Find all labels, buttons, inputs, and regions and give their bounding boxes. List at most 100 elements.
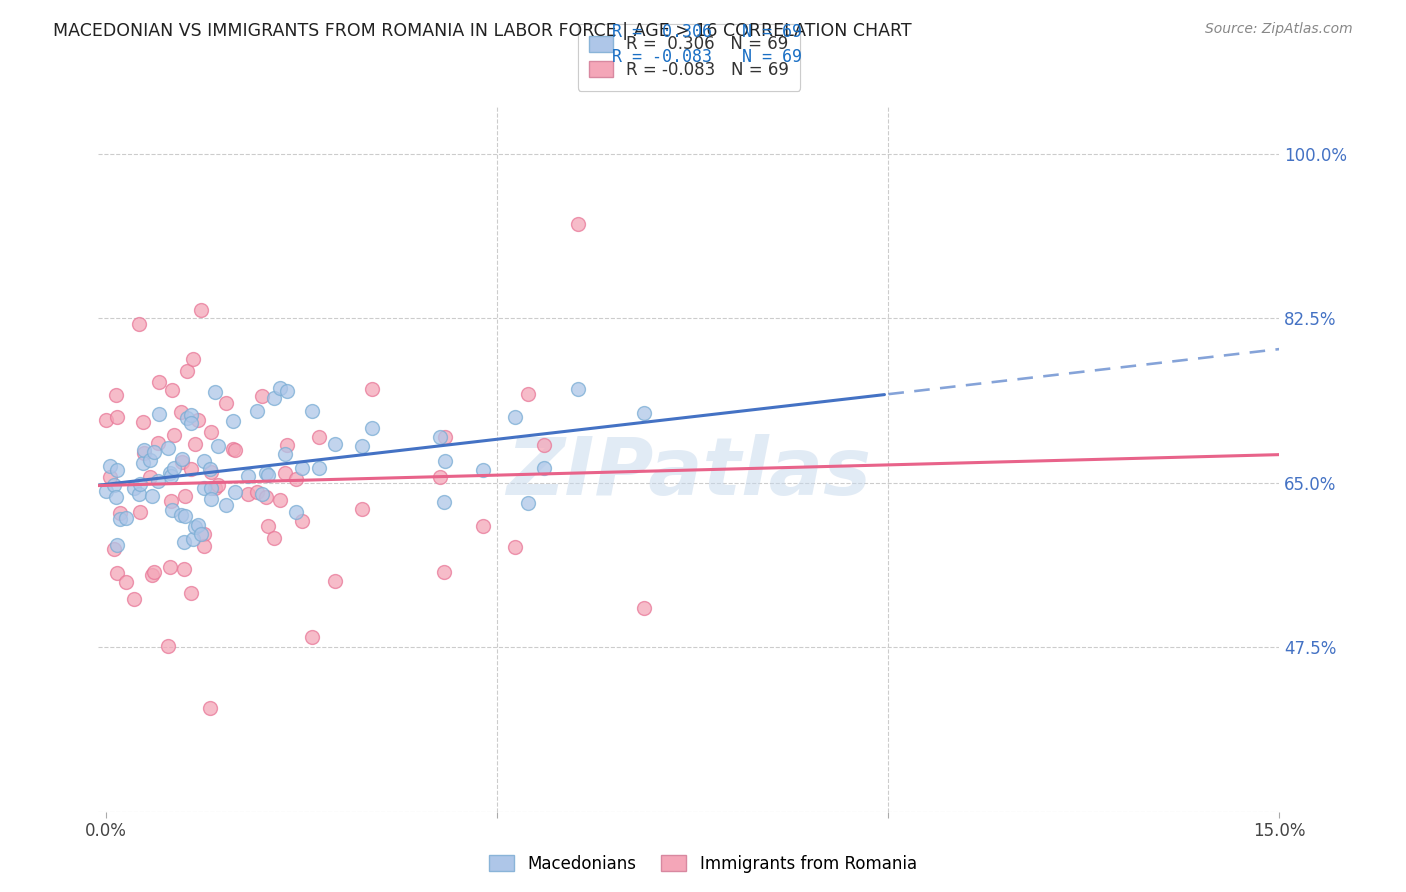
- Point: [132, 442, 155, 457]
- Point: [263, 391, 285, 405]
- Point: [503, 410, 526, 425]
- Point: [105, 410, 128, 425]
- Point: [173, 534, 195, 549]
- Point: [517, 387, 540, 401]
- Point: [108, 512, 131, 526]
- Point: [173, 489, 195, 503]
- Point: [200, 462, 222, 476]
- Point: [159, 466, 181, 480]
- Point: [173, 508, 195, 523]
- Point: [433, 565, 456, 579]
- Point: [176, 364, 198, 378]
- Point: [429, 430, 451, 444]
- Point: [108, 506, 131, 520]
- Point: [325, 574, 347, 589]
- Point: [132, 415, 155, 429]
- Point: [193, 526, 215, 541]
- Point: [263, 532, 285, 546]
- Point: [180, 408, 202, 422]
- Point: [360, 421, 382, 435]
- Point: [143, 445, 166, 459]
- Point: [433, 454, 456, 468]
- Point: [139, 469, 162, 483]
- Point: [204, 481, 226, 495]
- Point: [257, 468, 280, 483]
- Point: [115, 574, 138, 589]
- Point: [533, 438, 555, 452]
- Point: [285, 472, 308, 486]
- Point: [160, 469, 183, 483]
- Point: [433, 430, 456, 444]
- Point: [352, 439, 374, 453]
- Point: [181, 532, 204, 546]
- Text: R = -0.083   N = 69: R = -0.083 N = 69: [612, 48, 801, 66]
- Point: [472, 463, 495, 477]
- Point: [170, 508, 193, 522]
- Point: [193, 539, 215, 553]
- Point: [181, 351, 204, 366]
- Point: [176, 411, 198, 425]
- Legend: R =  0.306   N = 69, R = -0.083   N = 69: R = 0.306 N = 69, R = -0.083 N = 69: [578, 24, 800, 91]
- Point: [254, 490, 277, 504]
- Point: [360, 382, 382, 396]
- Point: [139, 452, 162, 467]
- Point: [633, 407, 655, 421]
- Point: [200, 481, 222, 495]
- Point: [156, 441, 179, 455]
- Point: [204, 384, 226, 399]
- Point: [567, 382, 589, 396]
- Point: [160, 503, 183, 517]
- Point: [246, 485, 269, 500]
- Point: [285, 505, 308, 519]
- Point: [98, 459, 121, 474]
- Point: [215, 498, 238, 512]
- Point: [224, 484, 246, 499]
- Point: [301, 404, 323, 418]
- Point: [180, 586, 202, 600]
- Point: [533, 460, 555, 475]
- Point: [633, 600, 655, 615]
- Point: [276, 384, 298, 398]
- Point: [200, 491, 222, 506]
- Point: [148, 375, 170, 389]
- Point: [160, 494, 183, 508]
- Point: [269, 493, 291, 508]
- Legend: Macedonians, Immigrants from Romania: Macedonians, Immigrants from Romania: [482, 848, 924, 880]
- Point: [173, 561, 195, 575]
- Point: [193, 454, 215, 468]
- Point: [193, 481, 215, 495]
- Point: [96, 484, 118, 499]
- Point: [215, 396, 238, 410]
- Point: [132, 446, 155, 460]
- Point: [291, 514, 314, 528]
- Point: [180, 416, 202, 430]
- Point: [221, 442, 243, 457]
- Point: [250, 486, 273, 500]
- Point: [187, 518, 209, 533]
- Point: [103, 541, 125, 556]
- Point: [170, 404, 193, 418]
- Point: [159, 559, 181, 574]
- Point: [308, 430, 330, 444]
- Text: R =  0.306   N = 69: R = 0.306 N = 69: [612, 23, 801, 41]
- Point: [98, 470, 121, 484]
- Point: [236, 487, 259, 501]
- Point: [96, 413, 118, 427]
- Point: [122, 591, 145, 606]
- Point: [187, 413, 209, 427]
- Point: [274, 447, 297, 461]
- Text: MACEDONIAN VS IMMIGRANTS FROM ROMANIA IN LABOR FORCE | AGE > 16 CORRELATION CHAR: MACEDONIAN VS IMMIGRANTS FROM ROMANIA IN…: [53, 22, 912, 40]
- Point: [129, 476, 152, 491]
- Point: [200, 701, 222, 715]
- Point: [170, 452, 193, 467]
- Point: [129, 505, 152, 519]
- Point: [274, 466, 297, 480]
- Point: [104, 388, 127, 402]
- Point: [250, 389, 273, 403]
- Point: [207, 439, 229, 453]
- Point: [207, 478, 229, 492]
- Point: [190, 302, 212, 317]
- Point: [517, 496, 540, 510]
- Point: [128, 487, 150, 501]
- Point: [184, 437, 207, 451]
